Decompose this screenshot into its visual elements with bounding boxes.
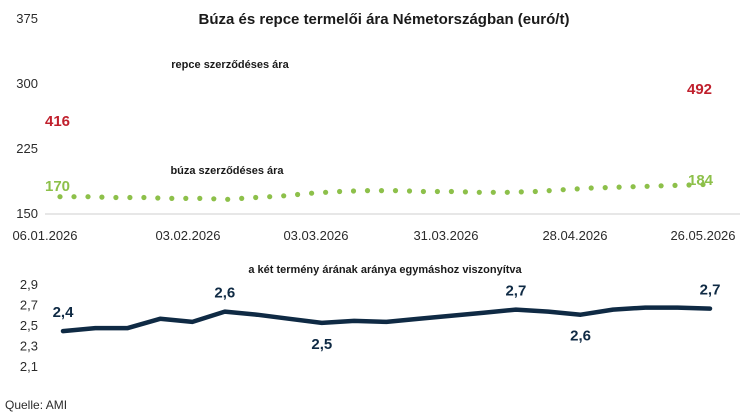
buza-price-dot [99,194,105,200]
buza-price-dot [672,182,678,188]
buza-price-dot [546,188,552,194]
buza-price-dot [574,186,580,192]
buza-price-dot [406,188,413,194]
buza-price-dot [462,189,468,195]
buza-price-dot [350,188,357,194]
x-tick-label: 03.03.2026 [283,228,348,243]
y-tick-label: 2,7 [20,298,38,313]
buza-price-dot [700,181,706,188]
x-tick-label: 31.03.2026 [413,228,478,243]
ratio-data-label: 2,7 [505,283,526,300]
repce-series-label: repce szerződéses ára [171,59,289,71]
buza-price-dot [295,191,301,198]
y-tick-label: 2,5 [20,318,38,333]
buza-price-dot [57,194,63,200]
ratio-data-label: 2,5 [311,336,332,353]
buza-price-dot [323,189,329,195]
buza-price-dot [518,189,524,195]
buza-price-dot [686,182,692,188]
buza-price-dot [532,188,538,195]
buza-price-dot [337,188,343,195]
buza-price-dot [420,188,426,195]
ratio-chart-title: a két termény árának aránya egymáshoz vi… [248,264,522,276]
buza-price-dot [281,193,287,199]
repce-end-value: 492 [687,81,712,98]
buza-price-dot [85,194,91,200]
y-tick-label: 2,3 [20,339,38,354]
buza-price-dot [267,194,273,200]
buza-price-dot [630,184,636,190]
buza-price-dot [392,188,399,194]
buza-price-dot [364,188,371,194]
buza-price-dot [183,195,189,201]
y-tick-label: 2,1 [20,359,38,374]
buza-price-dot [644,183,650,189]
buza-price-dot [560,187,566,193]
ratio-data-label: 2,4 [53,304,75,321]
buza-start-value: 170 [45,178,70,195]
x-tick-label: 03.02.2026 [155,228,220,243]
ratio-data-label: 2,7 [700,282,721,299]
buza-price-dot [616,184,622,190]
ratio-data-label: 2,6 [214,285,235,302]
x-tick-label: 06.01.2026 [12,228,77,243]
buza-price-dot [434,188,440,195]
ratio-data-label: 2,6 [570,328,591,345]
buza-price-dot [378,188,385,194]
y-tick-label: 225 [16,141,38,156]
y-tick-label: 2,9 [20,277,38,292]
buza-price-dot [197,195,203,201]
y-tick-label: 300 [16,76,38,91]
buza-price-dot [211,196,217,202]
buza-price-dot [476,189,482,195]
buza-price-dot [141,194,147,201]
buza-price-dot [169,195,175,201]
buza-price-dot [71,194,77,200]
ratio-line [60,305,713,334]
buza-price-dot [225,196,231,202]
buza-price-dot [504,189,510,195]
source-note: Quelle: AMI [5,398,67,412]
buza-price-dot [309,190,315,196]
buza-price-dot [239,195,245,201]
x-tick-label: 26.05.2026 [670,228,735,243]
repce-start-value: 416 [45,113,70,130]
buza-series-label: búza szerződéses ára [170,165,284,177]
price-chart: 15022530037545052506.01.202603.02.202603… [12,11,740,243]
buza-price-dot [490,189,496,195]
y-tick-label: 150 [16,206,38,221]
buza-price-dot [602,185,608,191]
buza-price-dot [253,194,259,201]
buza-price-dot [658,183,664,189]
chart-title: Búza és repce termelői ára Németországba… [199,11,570,28]
ratio-chart: a két termény árának aránya egymáshoz vi… [20,264,721,374]
buza-price-dot [127,194,133,201]
x-tick-label: 28.04.2026 [542,228,607,243]
y-tick-label: 375 [16,11,38,26]
buza-price-dot [113,194,119,201]
buza-end-value: 184 [688,172,714,189]
buza-price-dot [588,185,594,191]
buza-price-dot [155,195,161,201]
buza-price-dot [448,188,454,195]
